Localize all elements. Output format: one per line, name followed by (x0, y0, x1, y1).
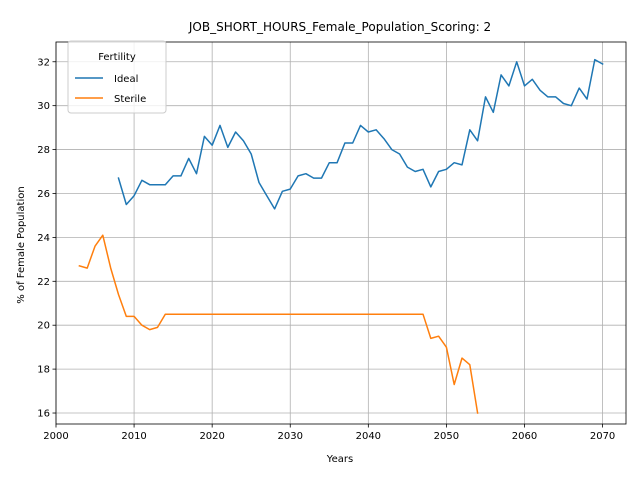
y-tick-label: 20 (37, 321, 50, 332)
x-tick-label: 2000 (43, 431, 68, 442)
legend-box (67, 40, 167, 114)
y-tick-label: 28 (37, 145, 50, 156)
y-tick-label: 16 (37, 409, 50, 420)
legend-label-sterile: Sterile (114, 94, 146, 105)
x-tick-label: 2060 (512, 431, 537, 442)
x-tick-label: 2050 (434, 431, 459, 442)
x-tick-label: 2070 (590, 431, 615, 442)
x-tick-label: 2040 (356, 431, 381, 442)
x-axis-label: Years (326, 454, 353, 465)
y-tick-label: 18 (37, 365, 50, 376)
y-tick-label: 26 (37, 189, 50, 200)
legend-title: Fertility (98, 52, 136, 63)
y-tick-label: 22 (37, 277, 50, 288)
y-tick-label: 32 (37, 57, 50, 68)
plot-frame (55, 41, 627, 425)
legend: Fertility Ideal Sterile (67, 40, 167, 114)
y-tick-label: 30 (37, 101, 50, 112)
x-tick-label: 2010 (121, 431, 146, 442)
y-axis-ticks: 16 18 20 22 24 26 28 30 32 (37, 57, 56, 420)
x-tick-label: 2020 (199, 431, 224, 442)
x-tick-label: 2030 (278, 431, 303, 442)
chart-title: JOB_SHORT_HOURS_Female_Population_Scorin… (188, 20, 491, 34)
series-lines (78, 58, 604, 414)
grid-lines (55, 42, 626, 424)
legend-label-ideal: Ideal (114, 74, 138, 85)
series-line-ideal (117, 58, 604, 210)
series-line-sterile (78, 234, 479, 414)
y-axis-label: % of Female Population (16, 186, 27, 303)
y-tick-label: 24 (37, 233, 50, 244)
x-axis-ticks: 2000 2010 2020 2030 2040 2050 2060 2070 (43, 424, 615, 442)
